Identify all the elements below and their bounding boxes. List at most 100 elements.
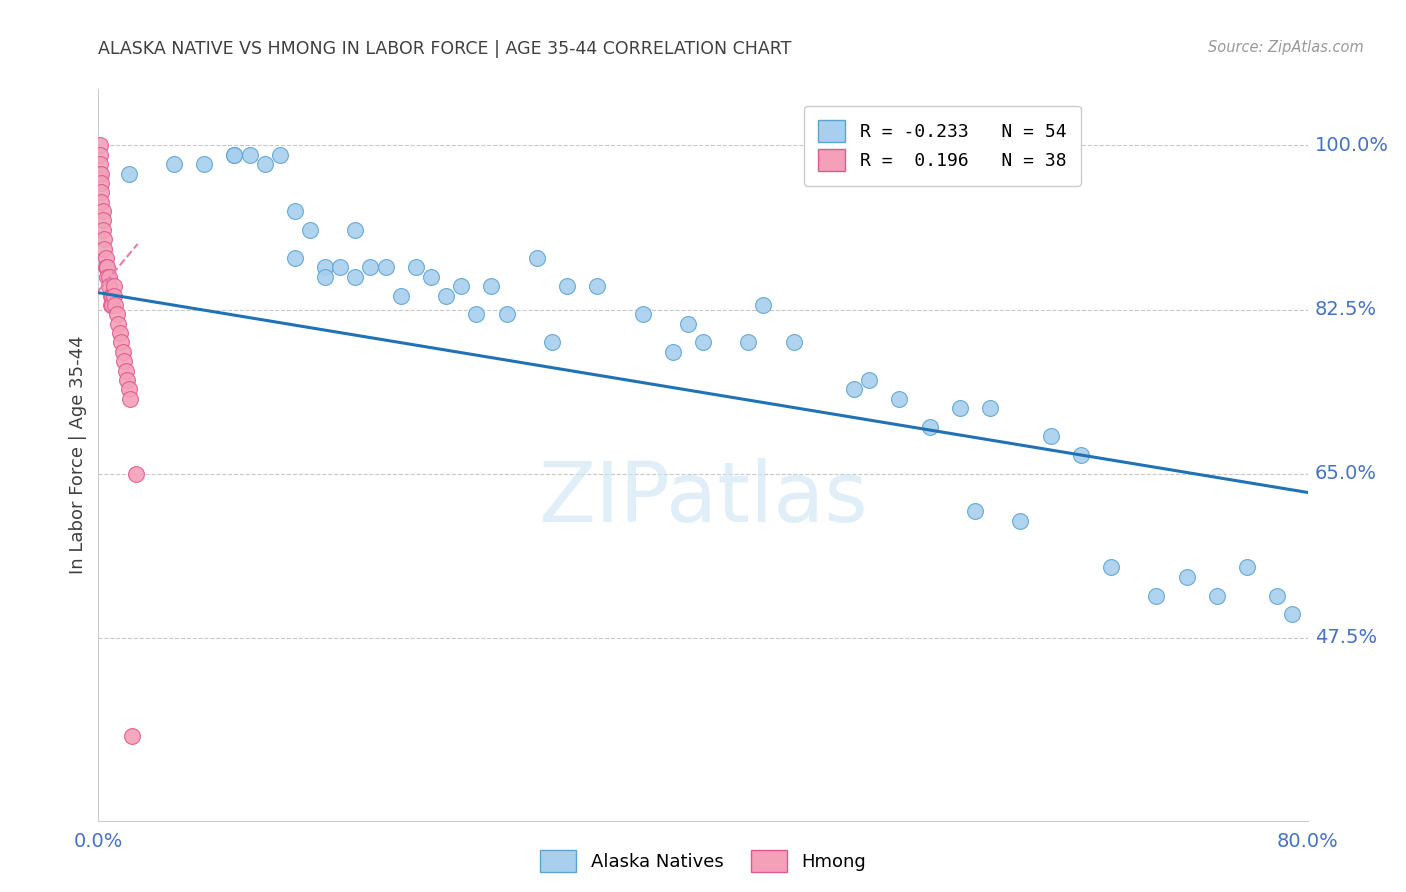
Point — [1236, 560, 1258, 574]
Point — [465, 307, 488, 321]
Point — [344, 223, 367, 237]
Text: 47.5%: 47.5% — [1315, 628, 1376, 648]
Point — [90, 176, 112, 190]
Point — [107, 317, 129, 331]
Point — [101, 288, 124, 302]
Point — [89, 138, 111, 153]
Point — [918, 419, 941, 434]
Point — [405, 260, 427, 275]
Point — [782, 335, 804, 350]
Point — [193, 157, 215, 171]
Point — [224, 148, 246, 162]
Point — [419, 269, 441, 284]
Point — [1206, 589, 1229, 603]
Point — [1265, 589, 1288, 603]
Point — [979, 401, 1001, 415]
Point — [104, 298, 127, 312]
Text: 82.5%: 82.5% — [1315, 300, 1376, 319]
Point — [125, 467, 148, 481]
Point — [737, 335, 759, 350]
Point — [108, 326, 131, 340]
Point — [114, 363, 136, 377]
Text: Source: ZipAtlas.com: Source: ZipAtlas.com — [1208, 40, 1364, 55]
Point — [752, 298, 775, 312]
Point — [495, 307, 517, 321]
Point — [90, 167, 112, 181]
Point — [1010, 514, 1032, 528]
Text: 100.0%: 100.0% — [1315, 136, 1389, 155]
Point — [481, 279, 503, 293]
Point — [1144, 589, 1167, 603]
Point — [450, 279, 472, 293]
Point — [91, 204, 114, 219]
Point — [91, 223, 114, 237]
Point — [844, 382, 866, 396]
Point — [94, 260, 117, 275]
Point — [360, 260, 382, 275]
Point — [90, 194, 112, 209]
Point — [314, 260, 336, 275]
Y-axis label: In Labor Force | Age 35-44: In Labor Force | Age 35-44 — [69, 335, 87, 574]
Point — [858, 373, 880, 387]
Point — [112, 354, 135, 368]
Point — [434, 288, 457, 302]
Point — [1175, 570, 1198, 584]
Point — [100, 288, 122, 302]
Point — [103, 288, 125, 302]
Point — [1070, 448, 1092, 462]
Point — [253, 157, 276, 171]
Point — [299, 223, 322, 237]
Point — [100, 298, 122, 312]
Point — [110, 335, 132, 350]
Text: ALASKA NATIVE VS HMONG IN LABOR FORCE | AGE 35-44 CORRELATION CHART: ALASKA NATIVE VS HMONG IN LABOR FORCE | … — [98, 40, 792, 58]
Text: ZIPatlas: ZIPatlas — [538, 458, 868, 540]
Point — [89, 148, 111, 162]
Point — [96, 260, 118, 275]
Point — [94, 251, 117, 265]
Point — [676, 317, 699, 331]
Point — [101, 298, 124, 312]
Point — [93, 242, 115, 256]
Point — [118, 167, 141, 181]
Point — [1099, 560, 1122, 574]
Point — [555, 279, 578, 293]
Point — [91, 213, 114, 227]
Point — [120, 392, 142, 406]
Point — [90, 186, 112, 200]
Point — [389, 288, 412, 302]
Point — [284, 251, 307, 265]
Legend: Alaska Natives, Hmong: Alaska Natives, Hmong — [531, 841, 875, 881]
Point — [163, 157, 186, 171]
Point — [661, 344, 683, 359]
Point — [1281, 607, 1303, 622]
Point — [314, 269, 336, 284]
Point — [98, 269, 121, 284]
Point — [949, 401, 972, 415]
Point — [93, 232, 115, 246]
Point — [98, 279, 121, 293]
Point — [105, 307, 128, 321]
Point — [1039, 429, 1062, 443]
Point — [540, 335, 562, 350]
Point — [631, 307, 654, 321]
Point — [111, 344, 134, 359]
Point — [692, 335, 714, 350]
Point — [89, 157, 111, 171]
Point — [284, 204, 307, 219]
Point — [965, 504, 987, 518]
Point — [103, 279, 125, 293]
Point — [239, 148, 262, 162]
Point — [329, 260, 352, 275]
Point — [115, 373, 138, 387]
Point — [121, 729, 143, 743]
Point — [344, 269, 367, 284]
Point — [224, 148, 246, 162]
Point — [96, 269, 118, 284]
Point — [526, 251, 548, 265]
Text: 65.0%: 65.0% — [1315, 464, 1376, 483]
Point — [89, 167, 111, 181]
Point — [889, 392, 911, 406]
Point — [586, 279, 609, 293]
Point — [269, 148, 291, 162]
Point — [118, 382, 141, 396]
